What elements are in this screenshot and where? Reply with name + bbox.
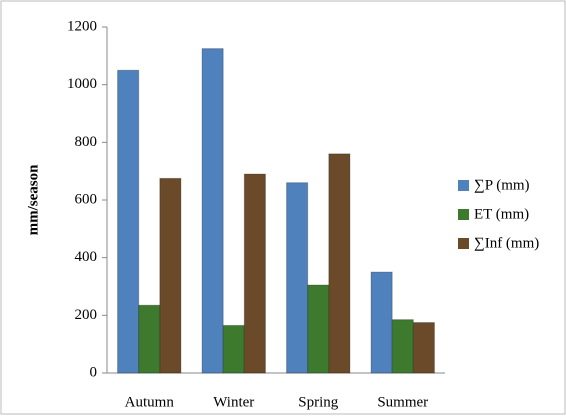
y-tick-label: 800 [75,134,98,150]
y-tick-label: 400 [75,249,98,265]
x-tick-label: Winter [213,394,254,410]
x-tick-label: Summer [377,394,428,410]
bar [371,272,392,373]
legend-swatch [458,209,469,220]
bar [118,70,139,373]
bar [413,323,434,373]
legend-label: ∑P (mm) [474,177,530,193]
y-tick-label: 1200 [67,18,97,34]
y-tick-label: 1000 [67,76,97,92]
y-tick-label: 0 [90,364,98,380]
x-tick-label: Autumn [125,394,175,410]
bar [202,49,223,373]
legend-label: ET (mm) [474,206,529,222]
y-tick-label: 600 [75,191,98,207]
bar [139,305,160,373]
legend-label: ∑Inf (mm) [474,235,539,251]
bar [329,154,350,373]
legend-swatch [458,238,469,249]
bar [308,285,329,373]
bar [244,174,265,373]
bar [223,325,244,373]
y-axis-label: mm/season [25,164,41,235]
chart: mm/season 0 200 400 600 800 1000 1200 Autumn Win… [0,0,566,415]
bar [392,320,413,373]
bar [287,183,308,373]
bar [160,178,181,373]
y-tick-label: 200 [75,307,98,323]
legend-swatch [458,180,469,191]
x-tick-label: Spring [298,394,339,410]
